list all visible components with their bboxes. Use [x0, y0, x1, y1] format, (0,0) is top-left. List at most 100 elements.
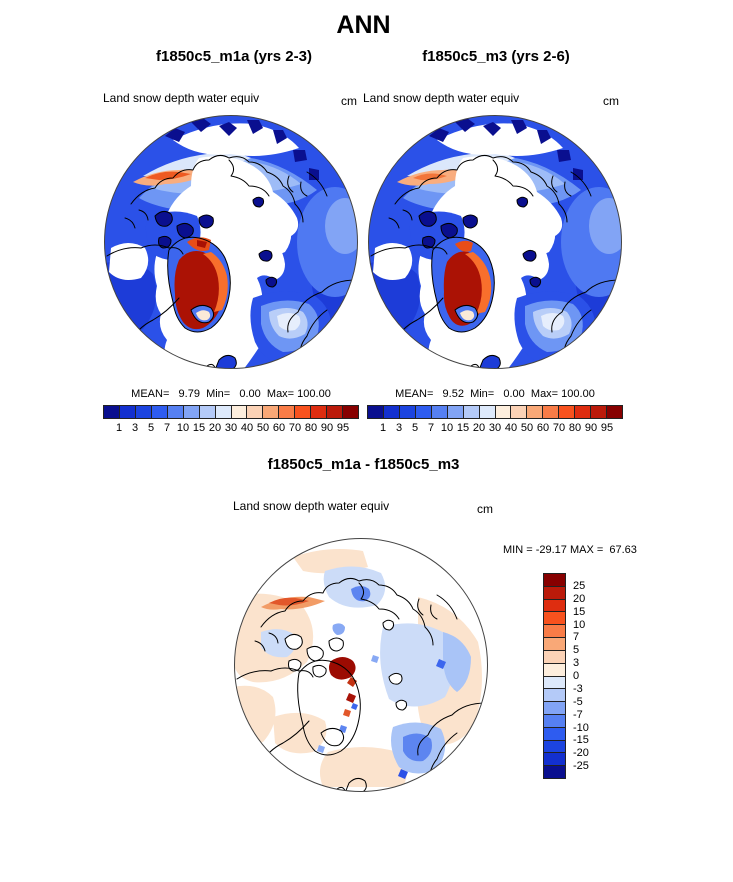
- panel-title-case1: f1850c5_m1a (yrs 2-3): [156, 48, 312, 65]
- colorbar-tick-label: 80: [568, 422, 582, 434]
- colorbar-cell: [544, 765, 565, 778]
- colorbar-tick-label: 15: [192, 422, 206, 434]
- colorbar-tick-label: -5: [573, 695, 583, 708]
- field-label-diff: Land snow depth water equiv: [233, 499, 390, 513]
- colorbar-tick-label: 20: [472, 422, 486, 434]
- polar-map-case1: [104, 115, 358, 369]
- colorbar-cell: [544, 574, 565, 586]
- units-label-case1: cm: [341, 94, 357, 108]
- colorbar-cell: [278, 406, 295, 418]
- colorbar-cell: [342, 406, 358, 418]
- colorbar-cell: [544, 649, 565, 663]
- colorbar-tick-label: 95: [600, 422, 614, 434]
- page-title: ANN: [336, 11, 391, 39]
- colorbar-case1: [103, 405, 359, 419]
- diff-colorbar-ticks: 25 20 15 10 7 5 3 0 -3 -5 -7 -10 -15 -20 -25: [573, 573, 607, 779]
- colorbar-tick-label: 1: [379, 422, 387, 434]
- colorbar-cell: [214, 406, 231, 418]
- polar-map-case2: [368, 115, 622, 369]
- colorbar-cell: [382, 406, 399, 418]
- colorbar-cell: [544, 624, 565, 638]
- colorbar-ticks-case1: 1 3 5 7 10 15 20 30 40 50 60 70 80 90 95: [103, 422, 359, 435]
- colorbar-tick-label: 30: [488, 422, 502, 434]
- colorbar-cell: [558, 406, 575, 418]
- colorbar-cell: [544, 688, 565, 702]
- colorbar-tick-label: 40: [504, 422, 518, 434]
- colorbar-tick-label: 1: [115, 422, 123, 434]
- colorbar-cell: [494, 406, 511, 418]
- colorbar-cell: [198, 406, 215, 418]
- colorbar-cell: [118, 406, 135, 418]
- colorbar-cell: [544, 713, 565, 727]
- stats-case1: MEAN= 9.79 Min= 0.00 Max= 100.00: [131, 388, 331, 400]
- colorbar-tick-label: 15: [456, 422, 470, 434]
- colorbar-cell: [544, 675, 565, 689]
- diff-minmax-stats: MIN = -29.17 MAX = 67.63: [503, 544, 637, 556]
- field-label-case1: Land snow depth water equiv: [103, 91, 260, 105]
- colorbar-ticks-case2: 1 3 5 7 10 15 20 30 40 50 60 70 80 90 95: [367, 422, 623, 435]
- colorbar-tick-label: -20: [573, 747, 589, 760]
- colorbar-tick-label: 30: [224, 422, 238, 434]
- colorbar-tick-label: 60: [536, 422, 550, 434]
- stats-case2: MEAN= 9.52 Min= 0.00 Max= 100.00: [395, 388, 595, 400]
- colorbar-cell: [414, 406, 431, 418]
- colorbar-cell: [326, 406, 343, 418]
- units-label-case2: cm: [603, 94, 619, 108]
- colorbar-cell: [542, 406, 559, 418]
- colorbar-tick-label: 95: [336, 422, 350, 434]
- map-rim-case1: [104, 115, 358, 369]
- colorbar-tick-label: 90: [584, 422, 598, 434]
- colorbar-tick-label: -25: [573, 760, 589, 773]
- colorbar-tick-label: 5: [147, 422, 155, 434]
- colorbar-tick-label: 10: [573, 618, 586, 631]
- colorbar-tick-label: 0: [573, 670, 580, 682]
- colorbar-cell: [544, 598, 565, 612]
- map-rim-diff: [234, 538, 488, 792]
- colorbar-tick-label: 70: [288, 422, 302, 434]
- colorbar-cell: [544, 701, 565, 714]
- map-case2-layers: [368, 115, 622, 369]
- colorbar-tick-label: 25: [573, 579, 586, 592]
- colorbar-tick-label: 7: [163, 422, 171, 434]
- colorbar-tick-label: 3: [131, 422, 139, 434]
- colorbar-cell: [544, 637, 565, 650]
- colorbar-cell: [544, 611, 565, 625]
- colorbar-cell: [544, 585, 565, 599]
- colorbar-tick-label: 90: [320, 422, 334, 434]
- colorbar-cell: [150, 406, 167, 418]
- colorbar-cell: [606, 406, 622, 418]
- colorbar-cell: [544, 739, 565, 753]
- colorbar-tick-label: 50: [256, 422, 270, 434]
- colorbar-cell: [294, 406, 311, 418]
- colorbar-cell: [166, 406, 183, 418]
- colorbar-cell: [430, 406, 447, 418]
- colorbar-cell: [574, 406, 591, 418]
- colorbar-cell: [446, 406, 463, 418]
- colorbar-cell: [310, 406, 327, 418]
- colorbar-cell: [590, 406, 607, 418]
- colorbar-cell: [544, 726, 565, 740]
- colorbar-tick-label: 3: [573, 657, 580, 670]
- units-label-diff: cm: [477, 502, 493, 516]
- colorbar-cell: [246, 406, 263, 418]
- colorbar-cell: [544, 752, 565, 766]
- colorbar-cell: [478, 406, 495, 418]
- colorbar-tick-label: 7: [427, 422, 435, 434]
- colorbar-cell: [134, 406, 151, 418]
- colorbar-tick-label: 80: [304, 422, 318, 434]
- colorbar-tick-label: 5: [573, 644, 580, 657]
- colorbar-cell: [544, 662, 565, 676]
- colorbar-tick-label: 3: [395, 422, 403, 434]
- colorbar-cell: [510, 406, 527, 418]
- colorbar-tick-label: 15: [573, 605, 586, 618]
- colorbar-tick-label: 50: [520, 422, 534, 434]
- colorbar-tick-label: 20: [208, 422, 222, 434]
- panel-title-case2: f1850c5_m3 (yrs 2-6): [422, 48, 570, 65]
- colorbar-cell: [398, 406, 415, 418]
- colorbar-tick-label: 7: [573, 631, 580, 644]
- colorbar-tick-label: 10: [440, 422, 454, 434]
- colorbar-tick-label: 10: [176, 422, 190, 434]
- colorbar-tick-label: 60: [272, 422, 286, 434]
- colorbar-cell: [230, 406, 247, 418]
